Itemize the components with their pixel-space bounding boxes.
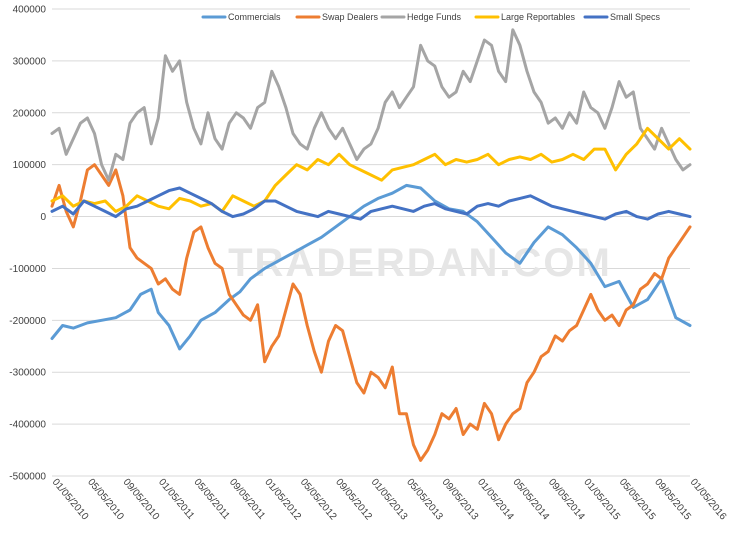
y-tick-label: -300000 [9, 368, 46, 379]
y-tick-label: 400000 [13, 5, 47, 16]
series-line-small-specs [50, 186, 692, 221]
legend-label: Large Reportables [501, 12, 576, 22]
legend-label: Hedge Funds [407, 12, 462, 22]
watermark-text: TRADERDAN.COM [228, 241, 612, 285]
x-tick-label: 09/05/2012 [333, 477, 374, 523]
series-lines [50, 28, 692, 462]
x-tick-label: 01/05/2010 [50, 477, 91, 523]
x-tick-label: 05/05/2014 [510, 477, 551, 523]
x-tick-label: 05/05/2013 [404, 477, 445, 523]
x-tick-label: 09/05/2013 [440, 477, 481, 523]
x-tick-label: 05/05/2012 [298, 477, 339, 523]
y-tick-label: -500000 [9, 472, 46, 483]
x-tick-label: 01/05/2015 [581, 477, 622, 523]
y-tick-label: 200000 [13, 108, 47, 119]
x-tick-label: 09/05/2011 [227, 477, 267, 522]
y-tick-label: 0 [40, 212, 46, 223]
x-tick-label: 01/05/2011 [156, 477, 196, 522]
legend-label: Commercials [228, 12, 281, 22]
y-tick-label: -100000 [9, 264, 46, 275]
legend-label: Small Specs [610, 12, 661, 22]
x-axis-ticks: 01/05/201005/05/201009/05/201001/05/2011… [50, 477, 729, 523]
y-tick-label: -200000 [9, 316, 46, 327]
series-line-large-reportables [50, 126, 692, 213]
y-tick-label: -400000 [9, 420, 46, 431]
x-tick-label: 01/05/2013 [369, 477, 410, 523]
x-tick-label: 01/05/2016 [688, 477, 729, 523]
x-tick-label: 05/05/2011 [191, 477, 231, 522]
x-tick-label: 01/05/2012 [262, 477, 303, 523]
x-tick-label: 05/05/2015 [617, 477, 658, 523]
y-tick-label: 300000 [13, 56, 47, 67]
x-tick-label: 05/05/2010 [85, 477, 126, 523]
x-tick-label: 01/05/2014 [475, 477, 516, 523]
series-line-swap-dealers [50, 163, 692, 462]
x-tick-label: 09/05/2014 [546, 477, 587, 523]
x-tick-label: 09/05/2010 [121, 477, 162, 523]
series-line-hedge-funds [50, 28, 692, 182]
y-tick-label: 100000 [13, 160, 47, 171]
legend: Commercials Swap Dealers Hedge Funds Large … [201, 12, 661, 22]
y-axis-ticks: 400000 300000 200000 100000 0 -100000 -200000 -… [9, 5, 46, 483]
legend-label: Swap Dealers [322, 12, 379, 22]
x-tick-label: 09/05/2015 [652, 477, 693, 523]
